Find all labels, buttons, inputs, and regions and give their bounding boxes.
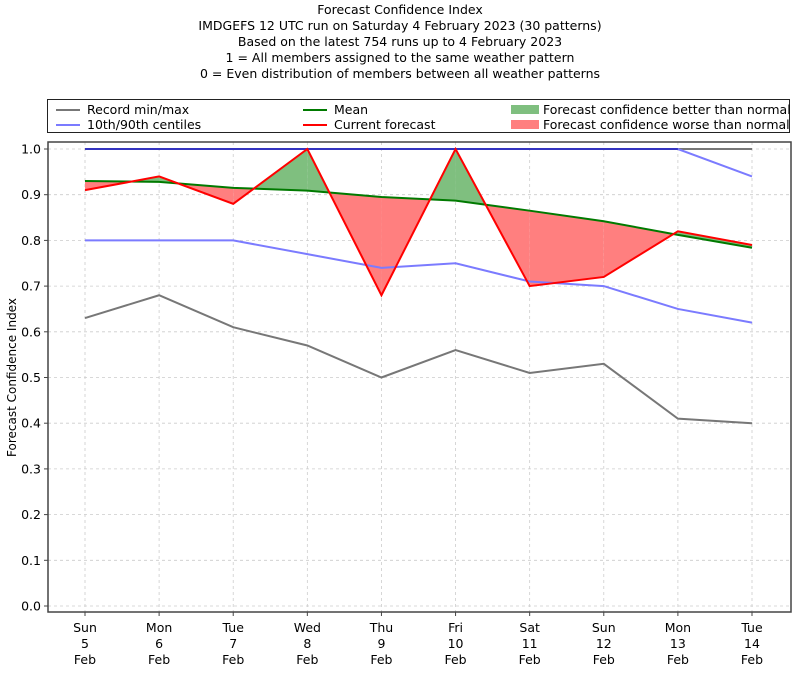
- legend-item-mean: Mean: [303, 102, 368, 117]
- x-tick-label: 7: [229, 636, 237, 651]
- grid: [48, 142, 791, 612]
- x-tick-label: Mon: [665, 620, 691, 635]
- x-tick-label: 11: [522, 636, 538, 651]
- x-tick-label: Wed: [294, 620, 321, 635]
- legend-label: Forecast confidence better than normal: [543, 102, 791, 117]
- x-tick-label: 8: [303, 636, 311, 651]
- legend-item-better: Forecast confidence better than normal: [511, 102, 791, 117]
- x-axis: Sun5FebMon6FebTue7FebWed8FebThu9FebFri10…: [73, 612, 763, 667]
- y-tick-label: 0.2: [21, 507, 41, 522]
- legend-swatch: [511, 105, 539, 114]
- x-tick-label: 14: [744, 636, 760, 651]
- legend-label: Mean: [334, 102, 369, 117]
- legend-label: 10th/90th centiles: [87, 117, 202, 132]
- x-tick-label: Sun: [73, 620, 97, 635]
- series-line-10th-centile: [85, 239, 753, 324]
- legend: Record min/max 10th/90th centiles Mean C…: [47, 99, 791, 133]
- legend-swatch: [56, 108, 80, 111]
- x-tick-label: Feb: [593, 652, 615, 667]
- x-tick-label: Feb: [74, 652, 96, 667]
- series-line-mean: [84, 179, 753, 249]
- y-tick-label: 0.4: [21, 416, 41, 431]
- subtitle-line: 0 = Even distribution of members between…: [199, 66, 601, 81]
- y-tick-label: 0.1: [21, 553, 41, 568]
- subtitle-line: IMDGEFS 12 UTC run on Saturday 4 Februar…: [198, 18, 602, 33]
- y-axis: 0.0 0.1 0.2 0.3 0.4 0.5 0.6 0.7 0.8 0.9 1.0: [21, 142, 48, 614]
- x-tick-label: Sun: [592, 620, 616, 635]
- x-tick-label: Feb: [222, 652, 244, 667]
- y-tick-label: 0.6: [21, 324, 41, 339]
- y-tick-label: 0.8: [21, 233, 41, 248]
- x-tick-label: 13: [670, 636, 686, 651]
- legend-item-record: Record min/max: [56, 102, 189, 117]
- fill-worse-than-normal: [603, 221, 674, 277]
- y-tick-label: 1.0: [21, 142, 41, 157]
- series-line-current-forecast: [84, 146, 753, 298]
- series-lines: [84, 146, 753, 425]
- y-tick-label: 0.7: [21, 279, 41, 294]
- x-tick-label: Tue: [740, 620, 763, 635]
- x-tick-label: Feb: [444, 652, 466, 667]
- subtitle-line: Based on the latest 754 runs up to 4 Feb…: [237, 34, 563, 49]
- legend-swatch: [56, 123, 80, 126]
- legend-label: Record min/max: [87, 102, 190, 117]
- legend-item-centiles: 10th/90th centiles: [56, 117, 201, 132]
- x-tick-label: Feb: [370, 652, 392, 667]
- fill-worse-than-normal: [529, 210, 604, 287]
- legend-item-current: Current forecast: [303, 117, 435, 132]
- y-tick-label: 0.5: [21, 370, 41, 385]
- x-tick-label: Feb: [667, 652, 689, 667]
- legend-swatch: [511, 120, 539, 129]
- title-line: Forecast Confidence Index: [317, 2, 483, 17]
- legend-swatch: [303, 108, 327, 111]
- chart-title: Forecast Confidence Index IMDGEFS 12 UTC…: [0, 2, 800, 82]
- x-tick-label: 10: [448, 636, 464, 651]
- x-tick-label: 5: [81, 636, 89, 651]
- x-tick-label: Feb: [519, 652, 541, 667]
- x-tick-label: 12: [596, 636, 612, 651]
- x-tick-label: Feb: [296, 652, 318, 667]
- x-tick-label: Tue: [222, 620, 245, 635]
- legend-item-worse: Forecast confidence worse than normal: [511, 117, 790, 132]
- x-tick-label: 9: [377, 636, 385, 651]
- y-tick-label: 0.3: [21, 461, 41, 476]
- series-line-record-min: [84, 294, 753, 425]
- legend-swatch: [303, 123, 327, 126]
- y-tick-label: 0.9: [21, 187, 41, 202]
- x-tick-label: Mon: [146, 620, 172, 635]
- x-tick-label: Feb: [741, 652, 763, 667]
- x-tick-label: Sat: [519, 620, 540, 635]
- legend-label: Forecast confidence worse than normal: [543, 117, 790, 132]
- y-axis-label: Forecast Confidence Index: [5, 298, 19, 457]
- legend-label: Current forecast: [334, 117, 436, 132]
- x-tick-label: 6: [155, 636, 163, 651]
- subtitle-line: 1 = All members assigned to the same wea…: [225, 50, 575, 65]
- y-tick-label: 0.0: [21, 599, 41, 614]
- x-tick-label: Feb: [148, 652, 170, 667]
- x-tick-label: Thu: [369, 620, 393, 635]
- x-tick-label: Fri: [448, 620, 463, 635]
- series-line-90th-centile: [85, 148, 753, 178]
